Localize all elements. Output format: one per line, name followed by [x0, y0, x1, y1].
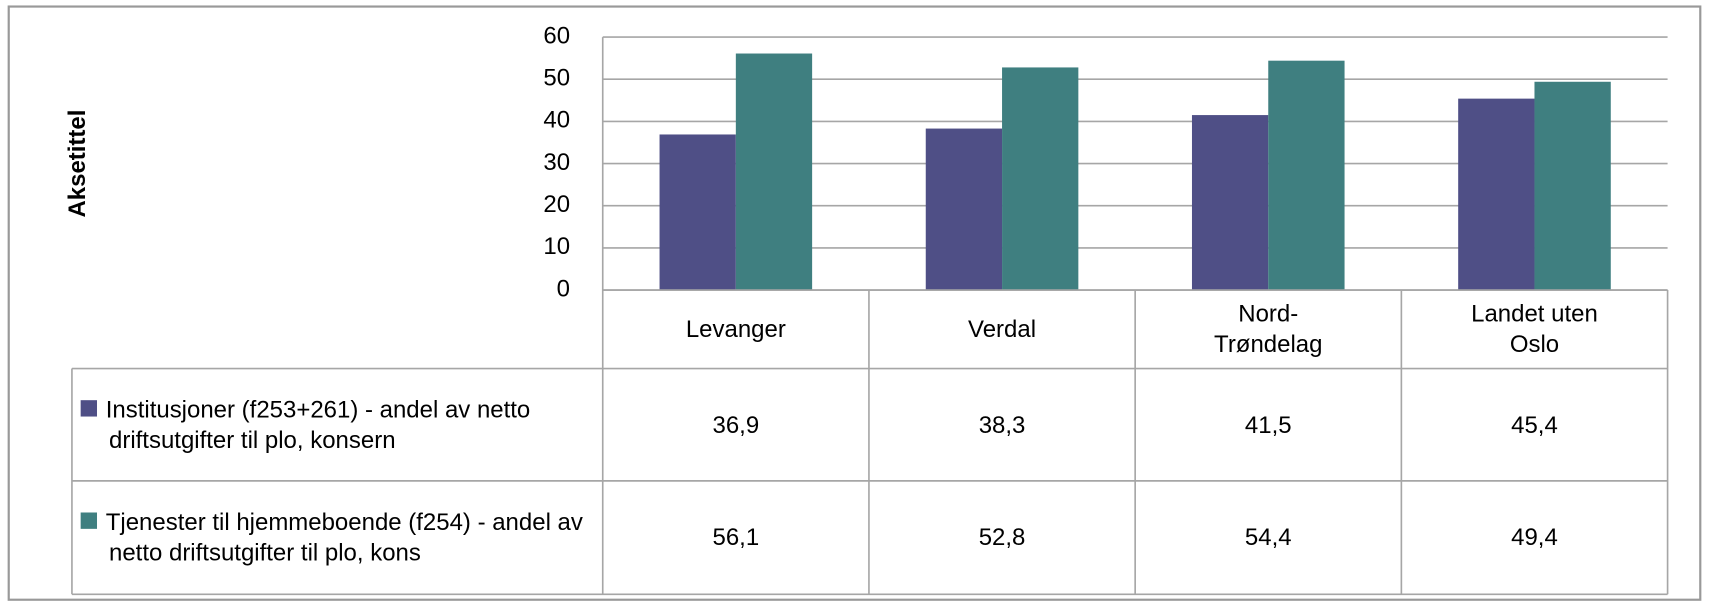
value-cell: 52,8	[869, 481, 1135, 594]
y-tick-label: 30	[543, 149, 570, 176]
value-cell: 41,5	[1135, 369, 1401, 481]
data-label: 38,3	[978, 410, 1026, 438]
legend-label: Institusjoner (f253+261) - andel av nett…	[105, 395, 531, 454]
legend-cell-box: Institusjoner (f253+261) - andel av nett…	[72, 369, 603, 481]
category-cell: Nord-Trøndelag	[1135, 290, 1401, 369]
data-label: 49,4	[1511, 523, 1558, 551]
value-cell: 54,4	[1135, 481, 1401, 594]
legend-swatch	[80, 399, 98, 416]
category-cell-box: Landet uten Oslo	[1401, 290, 1667, 369]
value-cell: 36,9	[603, 369, 869, 481]
category-cell: Verdal	[869, 290, 1135, 369]
y-tick-label: 50	[543, 65, 570, 92]
bar	[659, 134, 736, 291]
legend-cell: Institusjoner (f253+261) - andel av nett…	[72, 369, 603, 481]
value-cell-box: 36,9	[603, 369, 869, 481]
data-label: 56,1	[712, 523, 760, 551]
x-tick-label: Verdal	[968, 315, 1037, 343]
legend-swatch	[80, 512, 98, 529]
y-tick-label: 20	[543, 191, 570, 218]
legend-cell-box: Tjenester til hjemmeboende (f254) - ande…	[72, 481, 603, 594]
value-cell: 56,1	[603, 481, 869, 594]
bar	[735, 53, 813, 291]
legend-entry: Tjenester til hjemmeboende (f254) - ande…	[72, 507, 589, 568]
bar	[1002, 67, 1079, 291]
y-tick-label: 40	[543, 107, 570, 134]
bar	[1534, 81, 1611, 291]
category-cell-box: Nord-Trøndelag	[1135, 290, 1401, 369]
legend-label: Tjenester til hjemmeboende (f254) - ande…	[105, 508, 583, 566]
value-cell: 38,3	[869, 369, 1135, 481]
value-cell-box: 38,3	[869, 369, 1135, 481]
y-axis-title: Aksetittel	[64, 110, 91, 218]
data-label: 41,5	[1244, 410, 1292, 438]
legend-entry: Institusjoner (f253+261) - andel av nett…	[72, 394, 589, 455]
y-tick-label: 0	[557, 275, 570, 302]
y-tick-label: 10	[543, 233, 570, 260]
x-tick-label: Levanger	[685, 315, 786, 343]
value-cell-box: 41,5	[1135, 369, 1401, 481]
value-cell-box: 56,1	[603, 481, 869, 594]
bar	[1268, 60, 1345, 291]
value-cell-box: 45,4	[1401, 369, 1667, 481]
bar	[1458, 98, 1535, 291]
legend-cell: Tjenester til hjemmeboende (f254) - ande…	[72, 481, 603, 594]
value-cell: 49,4	[1401, 481, 1667, 594]
y-tick-label: 60	[543, 22, 570, 49]
frame	[7, 5, 1702, 601]
category-cell-box: Verdal	[869, 290, 1135, 369]
x-tick-label: Nord-Trøndelag	[1214, 299, 1323, 358]
value-cell-box: 54,4	[1135, 481, 1401, 594]
data-label: 45,4	[1511, 410, 1558, 438]
value-cell-box: 52,8	[869, 481, 1135, 594]
data-label: 54,4	[1244, 523, 1292, 551]
data-label: 52,8	[978, 523, 1026, 551]
category-cell-box: Levanger	[603, 290, 869, 369]
bar	[1191, 115, 1269, 291]
category-cell: Levanger	[603, 290, 869, 369]
bar	[925, 128, 1003, 291]
data-label: 36,9	[712, 410, 760, 438]
x-tick-label: Landet uten Oslo	[1471, 299, 1598, 358]
value-cell-box: 49,4	[1401, 481, 1667, 594]
category-cell: Landet uten Oslo	[1401, 290, 1667, 369]
value-cell: 45,4	[1401, 369, 1667, 481]
